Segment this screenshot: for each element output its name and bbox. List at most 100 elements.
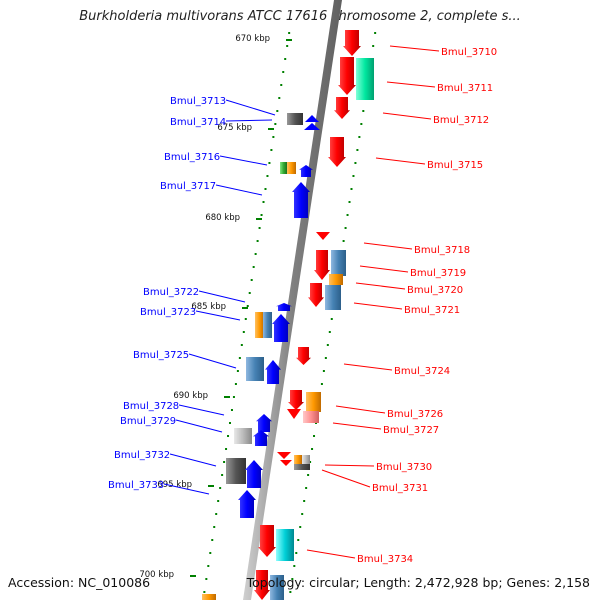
gene-arrow — [328, 137, 346, 167]
domain-box — [294, 464, 310, 470]
gene-leader-line — [198, 290, 246, 303]
gene-label-right[interactable]: Bmul_3731 — [372, 483, 428, 494]
gene-label-right[interactable]: Bmul_3710 — [441, 47, 497, 58]
domain-box — [270, 575, 284, 600]
gene-leader-line — [382, 112, 432, 120]
accession-label: Accession: NC_010086 — [8, 575, 151, 590]
gene-leader-line — [225, 119, 273, 122]
gene-leader-line — [353, 302, 403, 310]
gene-arrow — [238, 490, 256, 518]
gene-arrow — [299, 165, 313, 177]
gene-leader-line — [175, 419, 223, 433]
domain-box — [246, 357, 264, 381]
gene-label-left[interactable]: Bmul_3728 — [123, 401, 179, 412]
ruler-label: 695 kbp — [157, 480, 192, 490]
gene-label-left[interactable]: Bmul_3725 — [133, 350, 189, 361]
gene-leader-line — [324, 464, 375, 467]
gene-leader-line — [178, 404, 225, 416]
gene-label-right[interactable]: Bmul_3724 — [394, 366, 450, 377]
gene-label-right[interactable]: Bmul_3734 — [357, 554, 413, 565]
domain-box — [234, 428, 252, 444]
gene-label-right[interactable]: Bmul_3712 — [433, 115, 489, 126]
domain-box — [287, 162, 296, 174]
gene-label-left[interactable]: Bmul_3732 — [114, 450, 170, 461]
gene-label-left[interactable]: Bmul_3716 — [164, 152, 220, 163]
gene-label-right[interactable]: Bmul_3721 — [404, 305, 460, 316]
domain-box — [276, 529, 294, 561]
gene-leader-line — [363, 242, 413, 250]
gene-arrow — [280, 460, 292, 466]
ruler-tick — [242, 307, 248, 309]
gene-label-left[interactable]: Bmul_3729 — [120, 416, 176, 427]
domain-box — [280, 162, 287, 174]
gene-leader-line — [195, 310, 241, 321]
gene-label-left[interactable]: Bmul_3722 — [143, 287, 199, 298]
gene-label-right[interactable]: Bmul_3711 — [437, 83, 493, 94]
gene-arrow — [343, 30, 361, 56]
gene-leader-line — [169, 453, 217, 467]
ruler-tick — [190, 575, 196, 577]
gene-label-right[interactable]: Bmul_3718 — [414, 245, 470, 256]
ruler-tick — [224, 396, 230, 398]
gene-leader-line — [332, 422, 382, 430]
domain-box — [202, 594, 216, 600]
gene-label-right[interactable]: Bmul_3727 — [383, 425, 439, 436]
gene-arrow — [245, 460, 263, 488]
gene-leader-line — [321, 469, 371, 488]
gene-arrow — [265, 360, 281, 384]
gene-leader-line — [335, 405, 386, 414]
gene-label-right[interactable]: Bmul_3719 — [410, 268, 466, 279]
ruler-label: 700 kbp — [139, 570, 174, 580]
domain-box — [263, 312, 272, 338]
gene-leader-line — [389, 45, 440, 52]
gene-leader-line — [386, 81, 436, 88]
gene-leader-line — [215, 184, 263, 196]
gene-arrow — [314, 250, 330, 280]
gene-leader-line — [225, 99, 276, 116]
gene-leader-line — [359, 265, 409, 273]
gene-leader-line — [375, 157, 426, 165]
gene-arrow — [292, 182, 310, 218]
gene-arrow — [277, 452, 291, 459]
gene-arrow — [256, 414, 272, 432]
gene-label-left[interactable]: Bmul_3733 — [108, 480, 164, 491]
gene-arrow — [316, 232, 330, 240]
gene-arrow — [288, 390, 304, 410]
gene-arrow — [254, 570, 270, 600]
gene-arrow — [334, 97, 350, 119]
gene-label-right[interactable]: Bmul_3715 — [427, 160, 483, 171]
ruler-label: 690 kbp — [173, 391, 208, 401]
domain-box — [294, 455, 302, 464]
gene-label-right[interactable]: Bmul_3726 — [387, 409, 443, 420]
domain-box — [287, 113, 303, 125]
topology-summary: Topology: circular; Length: 2,472,928 bp… — [246, 575, 590, 590]
domain-box — [302, 455, 310, 464]
chromosome-axis — [243, 0, 342, 600]
gene-label-right[interactable]: Bmul_3730 — [376, 462, 432, 473]
gene-label-left[interactable]: Bmul_3723 — [140, 307, 196, 318]
ruler-label: 675 kbp — [217, 123, 252, 133]
gene-arrow — [338, 57, 356, 95]
ruler-tick — [256, 218, 262, 220]
domain-box — [306, 392, 321, 412]
gene-leader-line — [343, 363, 393, 371]
gene-label-left[interactable]: Bmul_3717 — [160, 181, 216, 192]
gene-label-left[interactable]: Bmul_3714 — [170, 117, 226, 128]
left-tick-track — [203, 32, 291, 593]
ruler-tick — [268, 128, 274, 130]
gene-leader-line — [188, 353, 237, 369]
ruler-label: 670 kbp — [235, 34, 270, 44]
ruler-tick — [208, 485, 214, 487]
gene-leader-line — [355, 282, 406, 290]
gene-label-left[interactable]: Bmul_3713 — [170, 96, 226, 107]
gene-arrow — [296, 347, 311, 365]
gene-label-right[interactable]: Bmul_3720 — [407, 285, 463, 296]
ruler-tick — [286, 39, 292, 41]
gene-arrow — [308, 283, 324, 307]
gene-leader-line — [219, 155, 268, 166]
gene-arrow — [287, 409, 301, 419]
domain-box — [329, 274, 343, 285]
domain-box — [226, 458, 246, 484]
domain-box — [356, 58, 374, 100]
